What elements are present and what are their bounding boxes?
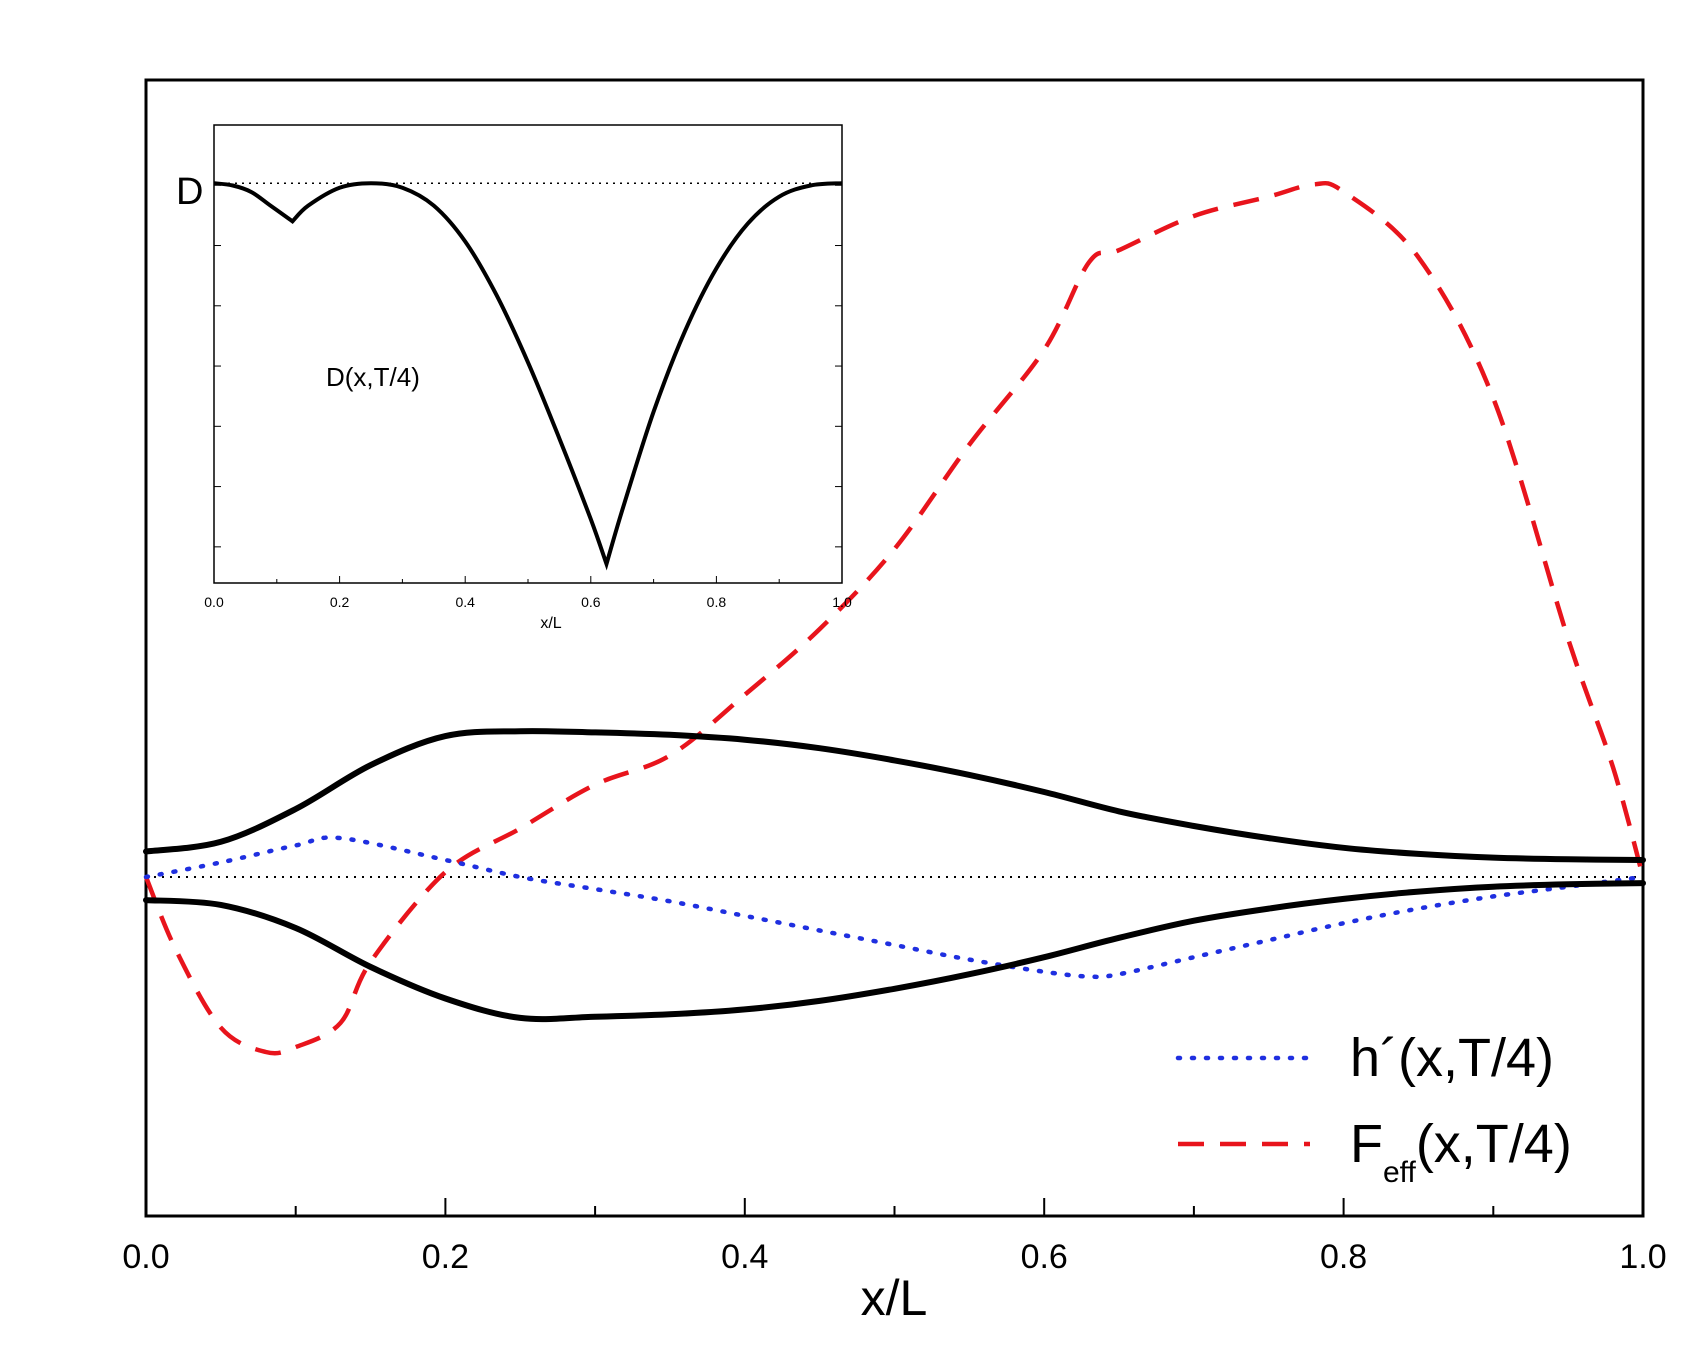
main-x-tick-label: 0.8 [1320, 1238, 1367, 1276]
legend-label-feff: Feff(x,T/4) [1350, 1114, 1572, 1189]
main-x-tick-label: 0.6 [1021, 1238, 1068, 1276]
inset-x-tick-label: 0.8 [707, 594, 727, 610]
inset-ticks: 0.0 0.2 0.4 0.6 0.8 1.0 [204, 184, 852, 610]
series-f-eff-x-t-4- [143, 180, 1646, 1056]
legend-label-feff-sub: eff [1383, 1156, 1416, 1189]
main-x-ticks: 0.0 0.2 0.4 0.6 0.8 1.0 [122, 1198, 1667, 1276]
inset-x-tick-label: 0.4 [455, 594, 475, 610]
inset-x-tick-label: 0.6 [581, 594, 601, 610]
legend-label-h: h´(x,T/4) [1350, 1028, 1554, 1088]
main-plot: 0.0 0.2 0.4 0.6 0.8 1.0 x/L [122, 78, 1667, 1326]
legend: h´(x,T/4) Feff(x,T/4) [1175, 1028, 1572, 1189]
main-x-tick-label: 0.2 [422, 1238, 469, 1276]
main-x-tick-label: 0.4 [721, 1238, 768, 1276]
inset-plot: 0.0 0.2 0.4 0.6 0.8 1.0 D D(x,T/4) x/L [176, 124, 852, 632]
inset-x-axis-title: x/L [540, 615, 561, 632]
series-lower-boundary [143, 880, 1646, 1023]
inset-x-tick-label: 0.2 [330, 594, 350, 610]
main-x-axis-title: x/L [861, 1270, 928, 1326]
main-x-tick-label: 1.0 [1619, 1238, 1666, 1276]
inset-series-d [213, 181, 843, 571]
legend-label-feff-main: F [1350, 1114, 1383, 1174]
inset-reference-label: D [176, 171, 203, 213]
series-h-x-t-4- [143, 835, 1646, 980]
main-series [143, 180, 1646, 1056]
inset-background [214, 125, 842, 583]
main-x-tick-label: 0.0 [122, 1238, 169, 1276]
inset-series [213, 181, 843, 571]
inset-x-tick-label: 1.0 [832, 594, 852, 610]
inset-x-tick-label: 0.0 [204, 594, 224, 610]
series-upper-boundary [143, 728, 1646, 863]
inset-annotation: D(x,T/4) [326, 362, 420, 392]
legend-label-feff-tail: (x,T/4) [1416, 1114, 1572, 1174]
